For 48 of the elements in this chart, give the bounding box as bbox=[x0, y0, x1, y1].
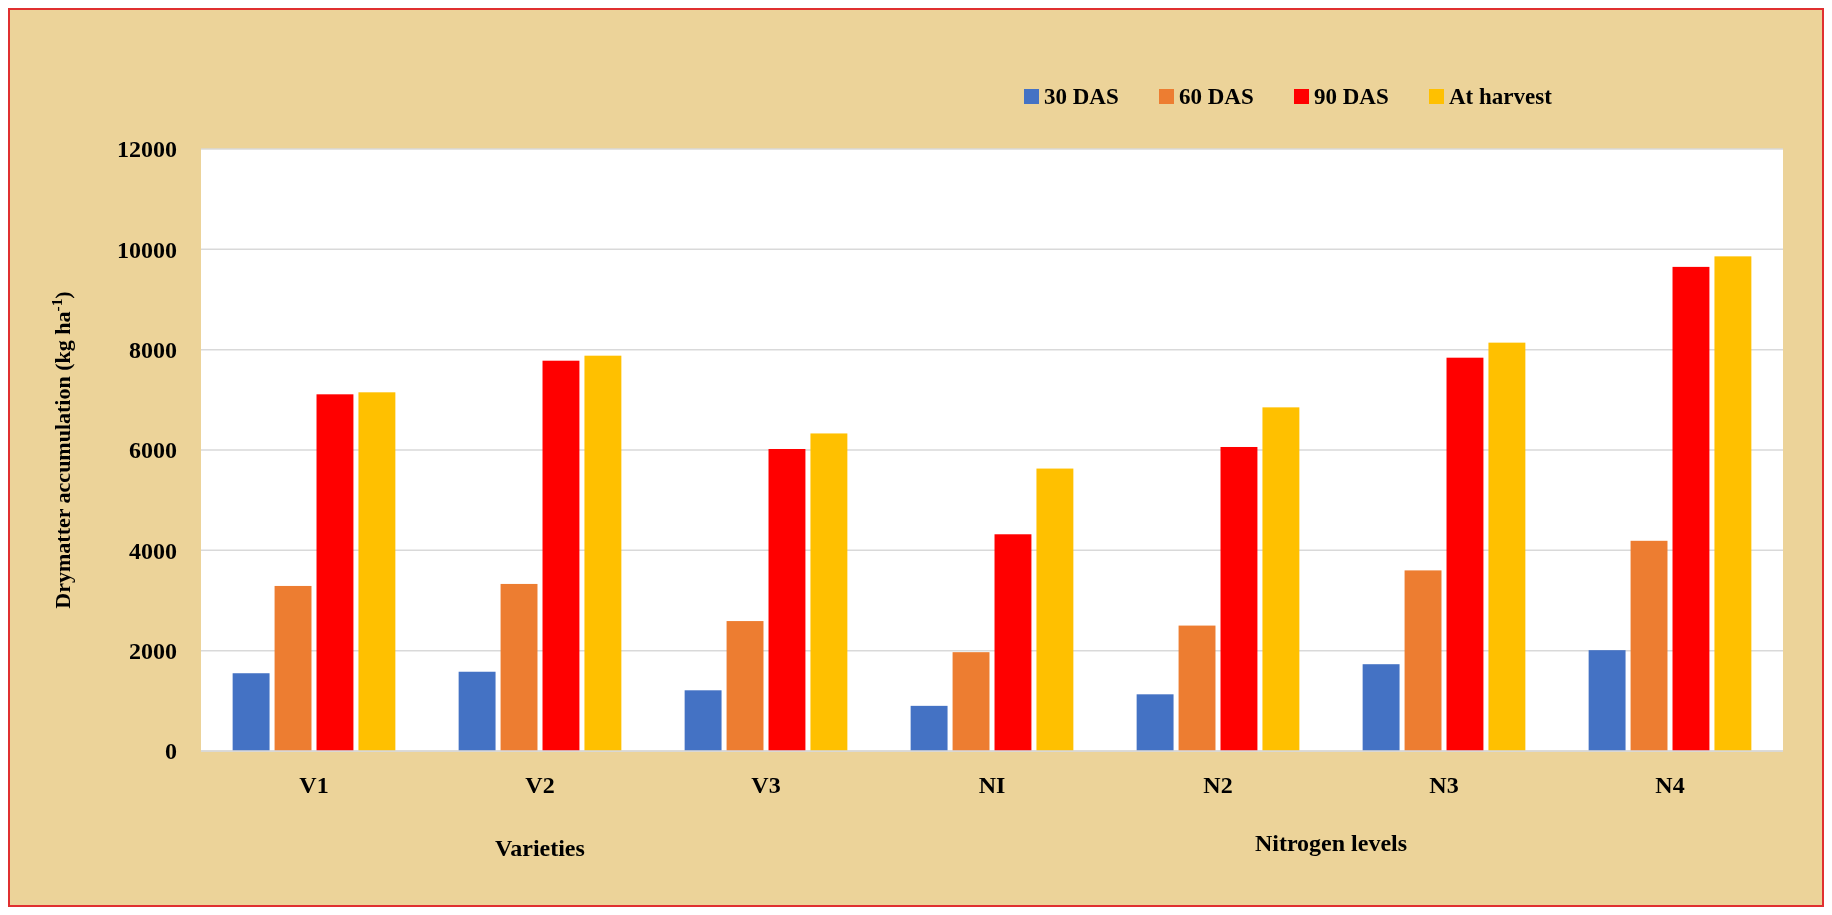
bar bbox=[274, 585, 312, 751]
bar bbox=[500, 583, 538, 751]
bar bbox=[232, 673, 270, 751]
bar bbox=[542, 360, 580, 751]
bar bbox=[910, 705, 948, 751]
bar bbox=[316, 394, 354, 751]
legend-label: 60 DAS bbox=[1179, 84, 1254, 109]
x-tick-label: V2 bbox=[525, 772, 555, 798]
bar bbox=[952, 652, 990, 751]
bar bbox=[1714, 256, 1752, 751]
x-tick-label: N3 bbox=[1429, 772, 1459, 798]
legend-label: At harvest bbox=[1449, 84, 1553, 109]
y-tick-label: 6000 bbox=[129, 437, 177, 464]
bar bbox=[1672, 266, 1710, 751]
bar bbox=[458, 671, 496, 751]
y-tick-label: 12000 bbox=[117, 136, 177, 163]
x-tick-label: V1 bbox=[299, 772, 329, 798]
bar bbox=[1220, 446, 1258, 751]
legend-label: 30 DAS bbox=[1044, 84, 1119, 109]
bar bbox=[1588, 650, 1626, 751]
bar bbox=[1036, 468, 1074, 751]
bar bbox=[810, 433, 848, 751]
bar bbox=[358, 392, 396, 751]
y-tick-label: 0 bbox=[165, 738, 177, 765]
x-tick-label: V3 bbox=[751, 772, 781, 798]
x-tick-label: NI bbox=[978, 772, 1006, 798]
y-tick-label: 4000 bbox=[129, 537, 177, 564]
legend-label: 90 DAS bbox=[1314, 84, 1389, 109]
bar bbox=[1262, 407, 1300, 751]
bar bbox=[584, 355, 622, 751]
bar bbox=[1488, 342, 1526, 751]
bar bbox=[994, 534, 1032, 751]
text: Nitrogen levels bbox=[1254, 830, 1408, 856]
bar bbox=[768, 449, 806, 751]
y-tick-label: 10000 bbox=[117, 236, 177, 263]
bar bbox=[684, 690, 722, 751]
x-tick-label: N4 bbox=[1655, 772, 1685, 798]
x-tick-label: N2 bbox=[1203, 772, 1233, 798]
bar bbox=[1446, 357, 1484, 751]
bar bbox=[1362, 664, 1400, 751]
y-tick-label: 8000 bbox=[129, 337, 177, 364]
bar bbox=[1630, 540, 1668, 751]
bar bbox=[1404, 570, 1442, 751]
bar bbox=[1136, 694, 1174, 751]
text: Varieties bbox=[495, 835, 585, 861]
bar bbox=[1178, 625, 1216, 751]
y-tick-label: 2000 bbox=[129, 638, 177, 665]
bar bbox=[726, 621, 764, 751]
